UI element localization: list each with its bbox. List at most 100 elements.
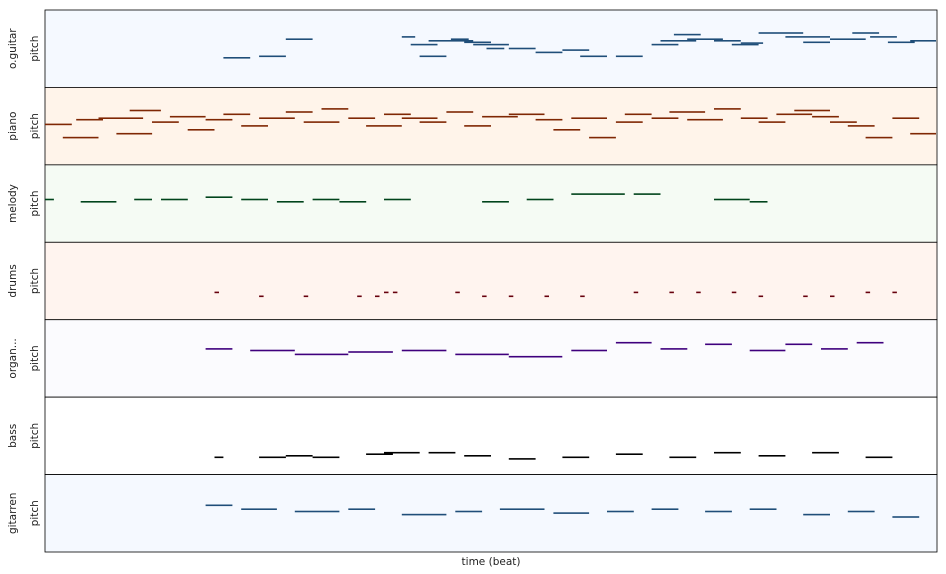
track-bass: bass pitch: [7, 396, 938, 475]
note: [580, 55, 607, 58]
note: [847, 125, 875, 127]
note: [852, 32, 880, 34]
note: [129, 109, 161, 112]
track-piano: piano pitch: [7, 87, 938, 166]
note: [205, 504, 233, 507]
note: [651, 43, 679, 46]
note: [446, 111, 474, 113]
note: [526, 198, 554, 201]
note: [580, 295, 585, 298]
track-name-label: drums: [7, 264, 19, 297]
note: [76, 118, 103, 121]
note: [892, 117, 920, 119]
note: [544, 295, 549, 298]
note: [624, 113, 652, 116]
note: [687, 38, 723, 40]
note: [169, 115, 206, 118]
note: [321, 108, 349, 110]
note: [464, 125, 491, 127]
note: [419, 55, 447, 58]
note: [803, 513, 830, 516]
note: [758, 32, 804, 34]
track-background: [44, 164, 938, 243]
note: [285, 111, 313, 113]
note: [887, 41, 915, 44]
track-background: [44, 474, 938, 553]
note: [562, 456, 590, 459]
note: [499, 508, 545, 510]
note: [571, 349, 607, 352]
note: [486, 47, 505, 50]
note: [205, 348, 233, 350]
note: [758, 455, 786, 457]
note: [241, 508, 277, 510]
note: [348, 117, 376, 119]
note: [830, 38, 866, 40]
note: [45, 198, 54, 201]
note: [285, 38, 313, 40]
note: [847, 510, 875, 513]
note: [384, 291, 389, 294]
note: [384, 113, 411, 116]
note: [673, 33, 701, 36]
note: [45, 123, 72, 126]
note: [410, 43, 438, 46]
note: [482, 115, 518, 118]
note: [187, 129, 215, 131]
note: [660, 40, 697, 42]
note: [508, 458, 536, 460]
note: [259, 456, 286, 459]
track-y-axis-label: pitch: [29, 113, 41, 139]
note: [669, 111, 706, 113]
note: [714, 451, 741, 454]
track-organ: organ... pitch: [7, 319, 938, 398]
note: [134, 198, 152, 201]
note: [384, 198, 411, 201]
note: [294, 353, 349, 356]
note: [571, 117, 607, 119]
note: [401, 36, 416, 38]
note: [705, 343, 732, 346]
note: [535, 51, 563, 54]
note: [205, 196, 233, 198]
note: [571, 193, 625, 195]
note: [339, 201, 367, 203]
note: [731, 43, 759, 46]
track-y-axis-label: pitch: [29, 423, 41, 449]
note: [450, 38, 469, 40]
track-melody: melody pitch: [7, 164, 938, 243]
note: [508, 113, 545, 116]
note: [589, 136, 616, 139]
note: [276, 201, 304, 203]
note: [428, 40, 474, 42]
note: [651, 508, 679, 510]
track-y-axis-label: pitch: [29, 345, 41, 371]
note: [553, 512, 590, 514]
note: [731, 291, 737, 294]
track-background: [44, 396, 938, 475]
note: [785, 343, 813, 346]
note: [776, 113, 813, 116]
note: [303, 295, 309, 298]
track-gitarren: gitarren pitch: [7, 474, 938, 553]
track-name-label: bass: [7, 424, 19, 448]
note: [455, 291, 460, 294]
note: [98, 117, 144, 119]
note: [803, 295, 808, 298]
track-y-axis-label: pitch: [29, 500, 41, 526]
note: [508, 47, 536, 50]
note: [562, 49, 590, 51]
note: [870, 36, 897, 38]
note: [705, 510, 732, 513]
note: [669, 291, 674, 294]
note: [116, 132, 153, 135]
note: [62, 136, 99, 139]
note: [285, 455, 313, 457]
note: [910, 132, 936, 135]
track-background: [44, 241, 938, 321]
track-background: [44, 319, 938, 398]
note: [865, 136, 893, 139]
note: [392, 291, 398, 294]
note: [366, 125, 402, 127]
